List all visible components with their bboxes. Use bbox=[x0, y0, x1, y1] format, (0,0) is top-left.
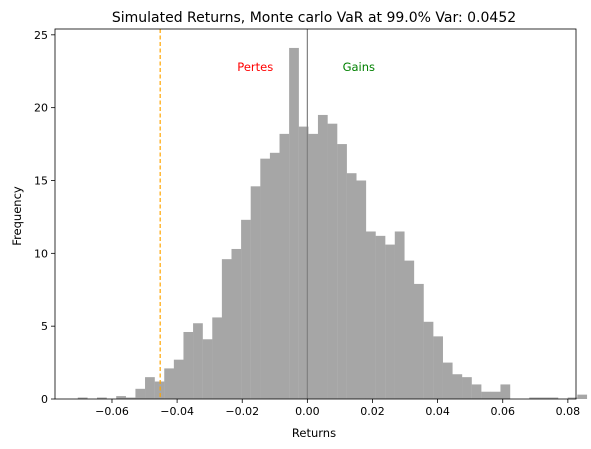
histogram-bar bbox=[337, 144, 347, 399]
histogram-bar bbox=[529, 397, 540, 399]
histogram-bar bbox=[346, 173, 357, 399]
y-tick-label: 5 bbox=[41, 320, 48, 333]
histogram-bar bbox=[173, 359, 184, 399]
y-tick-label: 20 bbox=[34, 102, 48, 115]
annotation-label: Gains bbox=[343, 60, 375, 74]
plot-frame bbox=[54, 28, 577, 400]
histogram-bar bbox=[548, 397, 559, 399]
x-tick-label: 0.00 bbox=[295, 405, 320, 418]
y-tick-label: 15 bbox=[34, 174, 48, 187]
x-axis: −0.06 −0.04 −0.02 0.00 0.02 0.04 0.06 0.08 bbox=[95, 399, 580, 418]
histogram-bar bbox=[279, 133, 290, 399]
histogram-bar bbox=[260, 158, 271, 399]
histogram-bar bbox=[375, 235, 386, 399]
annotation-label: Pertes bbox=[237, 60, 273, 74]
histogram-bar bbox=[490, 391, 501, 399]
y-axis: 0 5 10 15 20 25 bbox=[34, 29, 55, 406]
x-tick-label: 0.06 bbox=[490, 405, 515, 418]
histogram-bar bbox=[567, 397, 578, 399]
histogram-bar bbox=[241, 219, 251, 399]
histogram-bar bbox=[125, 397, 136, 399]
histogram-bar bbox=[154, 381, 165, 399]
histogram-bar bbox=[385, 244, 395, 399]
y-tick-label: 10 bbox=[34, 247, 48, 260]
histogram-bar bbox=[577, 394, 588, 399]
histogram-bar bbox=[289, 47, 299, 399]
histogram-bar bbox=[317, 114, 328, 399]
histogram-bar bbox=[404, 260, 415, 399]
histogram-bar bbox=[212, 317, 223, 399]
reference-lines bbox=[159, 29, 308, 399]
histogram-bar bbox=[193, 323, 203, 399]
histogram-bar bbox=[356, 180, 367, 399]
histogram-bar bbox=[365, 231, 376, 399]
histogram-bar bbox=[298, 126, 309, 400]
x-tick-label: −0.02 bbox=[225, 405, 259, 418]
x-axis-label: Returns bbox=[292, 426, 336, 440]
x-tick-label: 0.02 bbox=[360, 405, 385, 418]
x-tick-label: 0.04 bbox=[425, 405, 450, 418]
y-tick-label: 25 bbox=[34, 29, 48, 42]
histogram-bar bbox=[414, 283, 424, 399]
chart-title: Simulated Returns, Monte carlo VaR at 99… bbox=[112, 10, 516, 26]
histogram-bar bbox=[202, 339, 213, 399]
histogram-bar bbox=[97, 397, 107, 399]
histogram-bars bbox=[77, 47, 588, 400]
histogram-bar bbox=[481, 391, 491, 399]
histogram-bar bbox=[433, 336, 443, 399]
histogram-bar bbox=[221, 259, 232, 399]
histogram-bar bbox=[442, 362, 453, 399]
histogram-bar bbox=[77, 397, 88, 399]
histogram-bar bbox=[500, 384, 511, 399]
annotations: Pertes Gains bbox=[237, 60, 375, 74]
histogram-bar bbox=[164, 368, 175, 399]
x-tick-label: −0.04 bbox=[160, 405, 194, 418]
histogram-bar bbox=[462, 377, 472, 399]
histogram-bar bbox=[538, 397, 549, 399]
histogram-bar bbox=[135, 388, 146, 399]
histogram-bar bbox=[269, 152, 280, 399]
x-tick-label: 0.08 bbox=[556, 405, 581, 418]
histogram-bar bbox=[452, 374, 463, 399]
histogram-bar bbox=[183, 331, 194, 399]
x-tick-label: −0.06 bbox=[95, 405, 129, 418]
histogram-bar bbox=[145, 377, 155, 399]
histogram-bar bbox=[423, 321, 434, 399]
histogram-bar bbox=[231, 248, 242, 399]
y-tick-label: 0 bbox=[41, 393, 48, 406]
histogram-bar bbox=[327, 123, 338, 400]
histogram-bar bbox=[250, 186, 261, 399]
histogram-bar bbox=[308, 133, 319, 399]
histogram-bar bbox=[116, 396, 126, 399]
histogram-bar bbox=[394, 231, 405, 399]
y-axis-label: Frequency bbox=[10, 186, 24, 246]
histogram-bar bbox=[471, 384, 482, 399]
